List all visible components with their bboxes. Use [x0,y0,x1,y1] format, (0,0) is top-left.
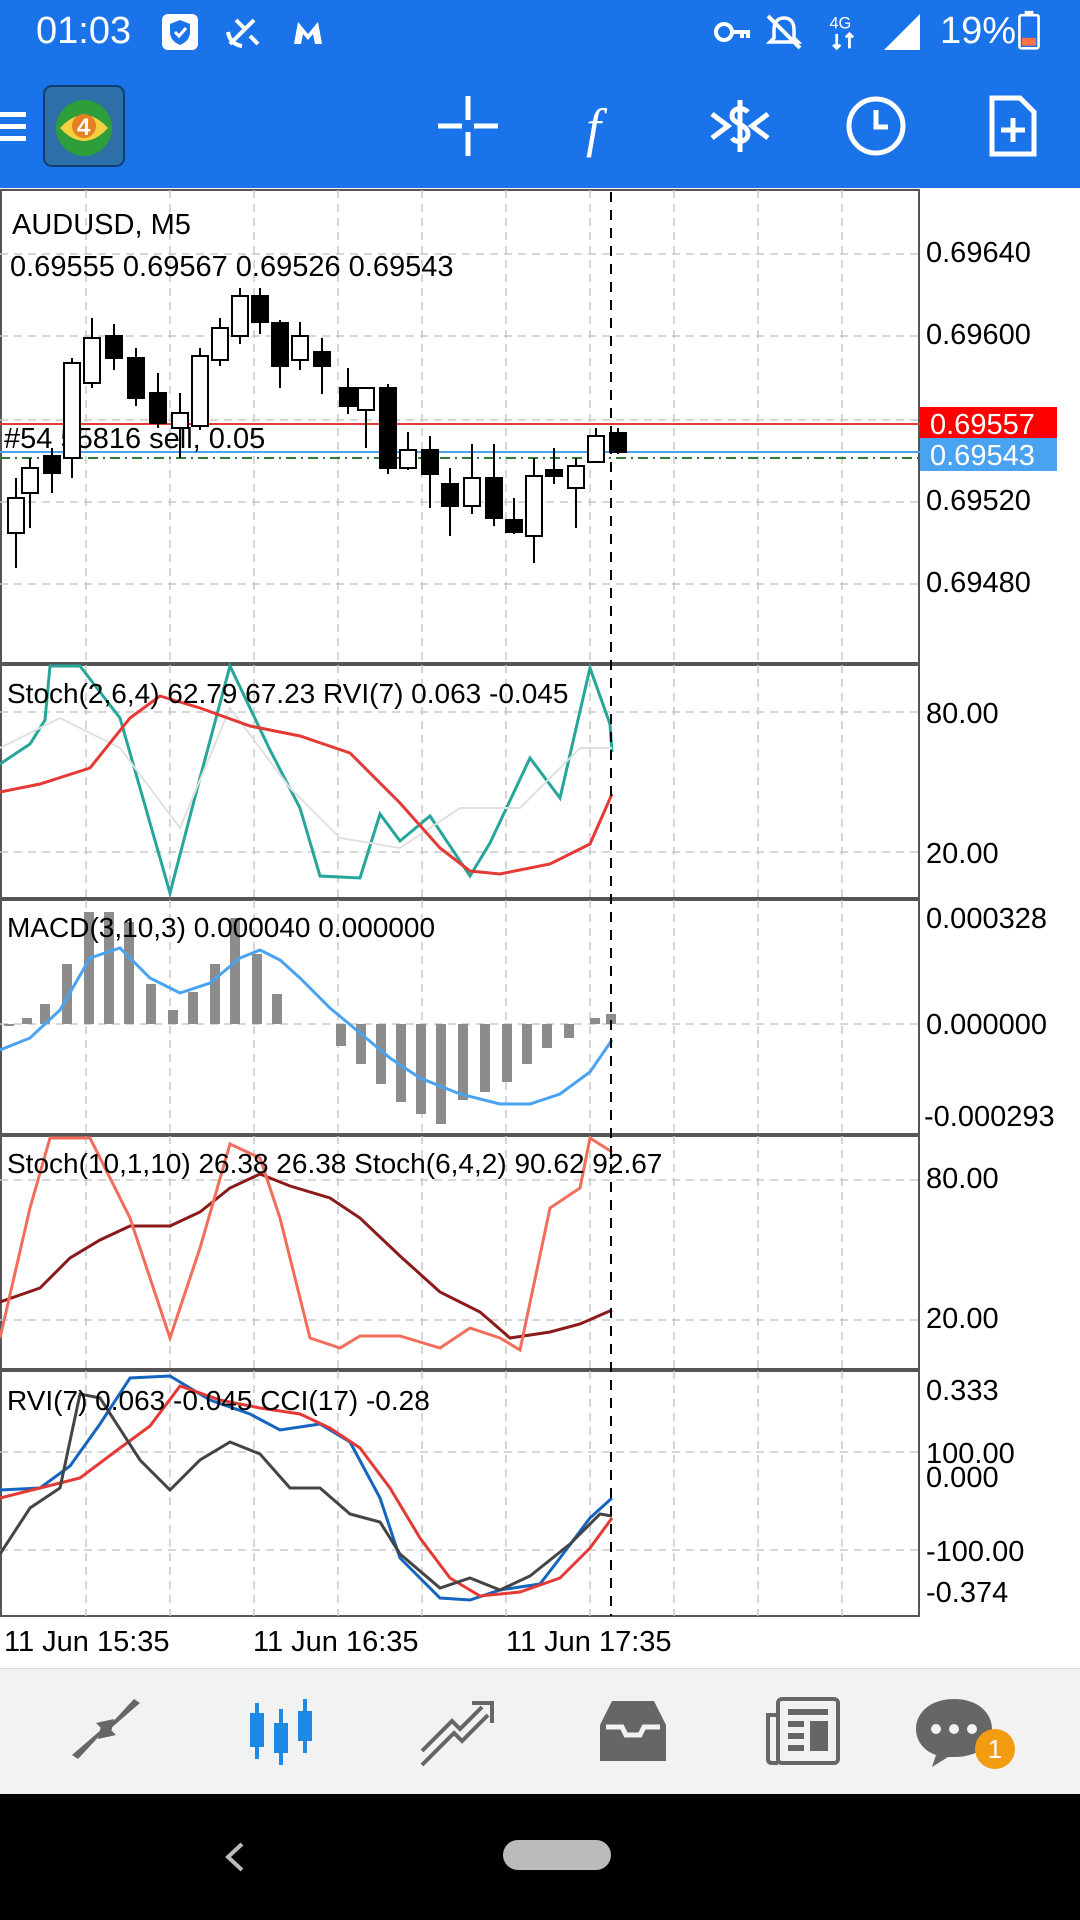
shield-icon [162,14,198,50]
price-level-1: 0.69640 [926,237,1031,269]
rvi-main-line [0,694,614,876]
signal-icon [884,14,920,50]
top-toolbar: 4 f [0,64,1080,188]
rvi-level-top: 0.333 [926,1375,999,1407]
stoch-level-20: 20.00 [926,838,999,870]
network-indicator: 4G [829,14,855,51]
stoch2-level-80: 80.00 [926,1163,999,1195]
battery-icon [1018,10,1040,50]
symbol-title: AUDUSD, M5 [12,209,191,241]
time-label-1: 11 Jun 15:35 [4,1626,170,1658]
clock-icon[interactable] [834,84,918,168]
stoch-pair-title: Stoch(10,1,10) 26.38 26.38 Stoch(6,4,2) … [7,1148,662,1179]
chat-icon[interactable] [908,1689,998,1773]
macd-level-zero: 0.000000 [926,1009,1047,1041]
satellite-icon [226,18,260,48]
macd-title: MACD(3,10,3) 0.000040 0.000000 [7,912,435,943]
bottom-navigation: 1 [0,1668,1080,1795]
price-level-4: 0.69480 [926,567,1031,599]
rvi-cci-title: RVI(7) 0.063 -0.045 CCI(17) -0.28 [7,1385,430,1416]
key-icon [714,22,750,42]
stoch-long-line [0,1172,613,1340]
add-document-icon[interactable] [970,84,1054,168]
rvi-red-line [0,1384,614,1598]
bid-price-box [920,438,1057,471]
app-m-icon [294,22,322,44]
stoch-main-line [0,661,614,899]
function-icon[interactable]: f [560,84,644,168]
bid-price: 0.69543 [930,440,1035,472]
crosshair-icon[interactable] [426,84,510,168]
svg-text:4: 4 [77,114,91,141]
stoch-level-80: 80.00 [926,698,999,730]
price-level-2: 0.69600 [926,319,1031,351]
macd-histogram [4,912,616,1124]
macd-signal-line [0,946,614,1106]
home-pill[interactable] [503,1840,611,1870]
trade-icon[interactable] [698,84,782,168]
time-label-3: 11 Jun 17:35 [506,1626,672,1658]
chat-badge: 1 [975,1729,1015,1769]
status-bar: 01:03 4G 19% [0,0,1080,64]
news-icon[interactable] [758,1689,848,1773]
svg-text:f: f [586,98,608,158]
history-icon[interactable] [588,1689,678,1773]
back-icon[interactable] [210,1832,260,1882]
svg-text:4G: 4G [829,14,851,32]
macd-level-bottom: -0.000293 [924,1101,1055,1133]
rvi-level-bottom: -0.374 [926,1577,1008,1609]
chart-icon[interactable] [236,1689,326,1773]
cci-level-minus100: -100.00 [926,1536,1024,1568]
app-logo[interactable]: 4 [42,84,126,168]
candles [7,288,627,568]
macd-level-top: 0.000328 [926,903,1047,935]
order-label: #54 55816 sell, 0.05 [4,423,265,455]
ask-price-box [920,407,1057,440]
time-label-2: 11 Jun 16:35 [253,1626,419,1658]
ohlc-values: 0.69555 0.69567 0.69526 0.69543 [10,251,453,283]
stoch-short-line [0,1135,613,1353]
quotes-icon[interactable] [62,1689,152,1773]
stoch-rvi-title: Stoch(2,6,4) 62.79 67.23 RVI(7) 0.063 -0… [7,678,568,709]
trade-icon[interactable] [410,1689,500,1773]
rvi-level-zero: 0.000 [926,1462,999,1494]
status-time: 01:03 [36,10,132,52]
mute-icon [765,14,803,50]
stoch2-level-20: 20.00 [926,1303,999,1335]
cci-level-100: 100.00 [926,1438,1015,1470]
price-level-3: 0.69520 [926,485,1031,517]
cci-line [0,1392,613,1592]
battery-percent: 19% [940,10,1017,52]
system-navigation [0,1794,1080,1920]
chart-area[interactable]: AUDUSD, M5 0.69555 0.69567 0.69526 0.695… [0,188,1080,1668]
menu-icon[interactable] [0,84,30,168]
ask-price: 0.69557 [930,409,1035,441]
